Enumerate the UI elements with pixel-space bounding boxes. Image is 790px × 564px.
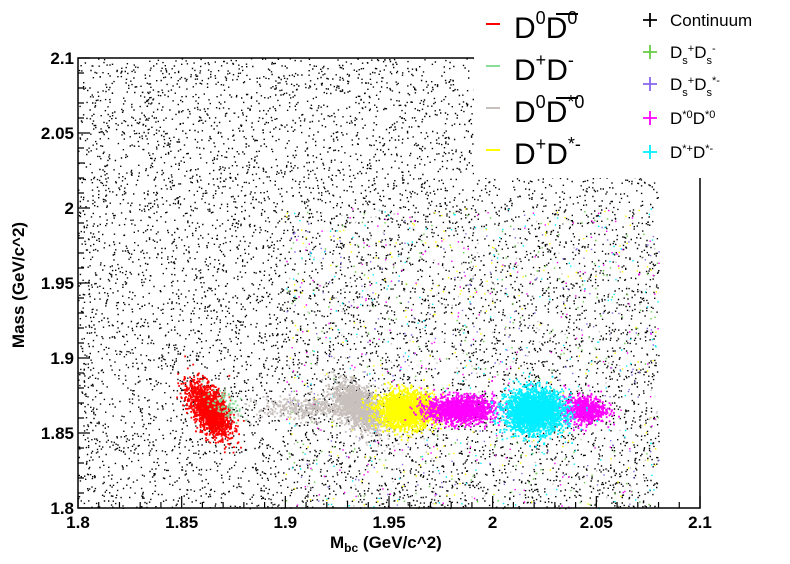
legend-label: D0D0 (514, 8, 577, 45)
y-tick-label: 2.05 (41, 124, 74, 143)
cluster-points (404, 380, 512, 430)
x-tick-label: 1.85 (165, 513, 198, 532)
legend-left: D0D0 D+D- D0D*0 D+D*- (474, 2, 632, 178)
axis-ticks (77, 57, 701, 509)
series-d-d- (489, 375, 599, 448)
tick-marks (77, 57, 701, 509)
background-colored-points (285, 208, 657, 506)
cluster-points (315, 357, 401, 448)
series-d0-d-0bar (315, 357, 401, 448)
y-tick-label: 1.8 (50, 499, 74, 518)
legend-label: D0D*0 (514, 92, 584, 129)
cluster-points (489, 375, 599, 448)
legend-right-box (632, 2, 788, 178)
cluster-points (176, 355, 245, 454)
y-tick-labels: 1.8 1.85 1.9 1.95 2 2.05 2.1 (41, 49, 74, 518)
legend-label: Ds+Ds- (670, 43, 716, 67)
legend-marker-icon (643, 13, 657, 27)
background-colored-points (286, 208, 660, 509)
legend-label: D+D*- (514, 134, 581, 171)
legend-marker-icon (643, 77, 657, 91)
series-d-d- (360, 379, 460, 442)
series-d-0-d-0bar (404, 380, 512, 430)
x-tick-label: 1.95 (372, 513, 405, 532)
legend-marker-icon (643, 45, 657, 59)
cluster-points (237, 390, 415, 428)
legend-label: Ds+Ds*- (670, 75, 720, 99)
x-tick-labels: 1.8 1.85 1.9 1.95 2 2.05 2.1 (66, 513, 712, 532)
x-axis-title: Mbc (GeV/c^2) (330, 533, 442, 555)
legend-label: D*0D*0 (670, 109, 715, 128)
x-tick-label: 2 (488, 513, 497, 532)
legend-marker-icon (643, 111, 657, 125)
y-tick-label: 2.1 (50, 49, 74, 68)
y-tick-label: 1.95 (41, 274, 74, 293)
series-d0-d0bar (176, 355, 245, 454)
x-tick-label: 1.8 (66, 513, 90, 532)
x-tick-label: 2.1 (688, 513, 712, 532)
y-tick-label: 1.85 (41, 424, 74, 443)
y-tick-label: 1.9 (50, 349, 74, 368)
legend-label: Continuum (670, 11, 752, 30)
y-axis-title: Mass (GeV/c^2) (9, 222, 28, 348)
series-d0-d-0bar-tail (237, 390, 415, 428)
legend-left-box (474, 2, 632, 178)
cluster-points (360, 379, 460, 442)
legend-marker-icon (643, 145, 657, 159)
x-tick-label: 2.05 (580, 513, 613, 532)
x-tick-label: 1.9 (274, 513, 298, 532)
legend-right: Continuum Ds+Ds- Ds+Ds*- D*0D*0 D*+D*- (632, 2, 788, 178)
y-tick-label: 2 (65, 199, 74, 218)
legend-label: D*+D*- (670, 143, 714, 162)
legend-label: D+D- (514, 50, 574, 87)
